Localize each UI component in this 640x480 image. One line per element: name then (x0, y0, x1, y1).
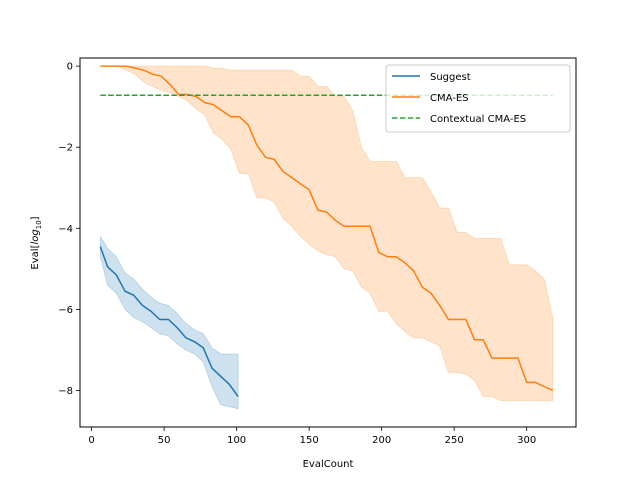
plot-area (99, 65, 554, 410)
legend-box (385, 64, 571, 133)
legend: Suggest CMA-ES Contextual CMA-ES (385, 64, 571, 133)
x-axis-label: EvalCount (303, 459, 354, 470)
y-axis-label-log: log (30, 229, 41, 244)
x-tick-label: 100 (227, 435, 246, 446)
x-tick-label: 300 (517, 435, 536, 446)
band-cma-es (100, 65, 554, 401)
x-tick-label: 200 (372, 435, 391, 446)
y-tick-label: −2 (58, 143, 73, 154)
legend-label-contextual-cma-es: Contextual CMA-ES (430, 114, 526, 125)
series-line-suggest (99, 246, 239, 398)
axes-frame (79, 57, 577, 428)
y-tick-label: −8 (58, 386, 73, 397)
axis-ticks: 0 50 100 150 200 250 300 0 −2 −4 −6 −8 (58, 62, 536, 446)
x-tick-label: 0 (88, 435, 94, 446)
x-tick-label: 250 (445, 435, 464, 446)
series-line-cma-es (100, 65, 554, 392)
legend-label-suggest: Suggest (430, 72, 471, 83)
y-axis-label-suffix: ] (30, 216, 41, 220)
y-axis-label-prefix: Eval[ (30, 245, 41, 270)
band-suggest (99, 234, 239, 410)
y-axis-label-sub: 10 (35, 220, 43, 229)
y-axis-label: Eval[log10] (30, 216, 43, 269)
y-tick-label: −4 (58, 224, 73, 235)
y-tick-label: 0 (67, 62, 73, 73)
x-tick-label: 50 (158, 435, 171, 446)
legend-label-cma-es: CMA-ES (430, 93, 469, 104)
y-tick-label: −6 (58, 305, 73, 316)
x-tick-label: 150 (300, 435, 319, 446)
